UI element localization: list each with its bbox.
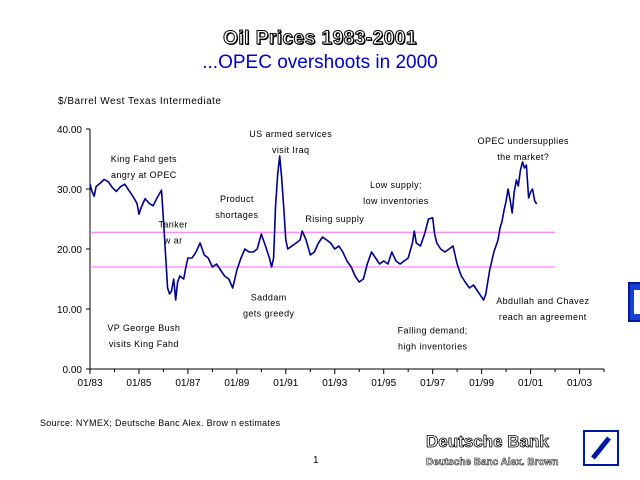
y-tick-label: 10.00 [57, 305, 82, 316]
chart-annotation: Product shortages [215, 194, 258, 220]
x-tick-label: 01/91 [273, 378, 298, 389]
brand-name: Deutsche Bank [426, 432, 550, 452]
x-tick-label: 01/83 [77, 378, 102, 389]
slide-title: Oil Prices 1983-2001 [223, 28, 417, 50]
y-tick-label: 20.00 [57, 245, 82, 256]
x-tick-label: 01/01 [518, 378, 543, 389]
source-note: Source: NYMEX; Deutsche Banc Alex. Brow … [40, 418, 281, 428]
y-tick-label: 0.00 [63, 365, 83, 376]
chart-annotation: Saddam gets greedy [243, 293, 295, 319]
x-tick-label: 01/93 [322, 378, 347, 389]
chart-annotation: Rising supply [305, 214, 364, 224]
y-tick-label: 30.00 [57, 185, 82, 196]
side-logo-fragment-icon [628, 282, 640, 322]
y-tick-label: 40.00 [57, 125, 82, 136]
x-tick-label: 01/89 [224, 378, 249, 389]
x-tick-label: 01/85 [126, 378, 151, 389]
y-axis-label: $/Barrel West Texas Intermediate [58, 96, 222, 107]
x-tick-label: 01/97 [420, 378, 445, 389]
slide-subtitle: ...OPEC overshoots in 2000 [202, 52, 438, 73]
x-tick-label: 01/99 [469, 378, 494, 389]
chart-annotation: VP George Bush visits King Fahd [107, 323, 180, 349]
brand-subname: Deutsche Banc Alex. Brown [426, 457, 559, 469]
page-number: 1 [313, 455, 319, 466]
x-tick-label: 01/95 [371, 378, 396, 389]
chart-annotation: Low supply; low inventories [363, 180, 429, 206]
chart-annotation: US armed services visit Iraq [249, 129, 332, 155]
price-series-line [89, 155, 538, 301]
x-tick-label: 01/87 [175, 378, 200, 389]
x-tick-label: 01/03 [567, 378, 592, 389]
chart-annotation: Falling demand; high inventories [398, 326, 468, 352]
chart-annotation: King Fahd gets angry at OPEC [111, 154, 177, 180]
chart-annotation: OPEC undersupplies the market? [478, 136, 569, 162]
chart-annotation: Tanker w ar [159, 219, 188, 245]
deutsche-bank-logo-icon [583, 430, 619, 466]
chart-annotation: Abdullah and Chavez reach an agreement [496, 296, 589, 322]
